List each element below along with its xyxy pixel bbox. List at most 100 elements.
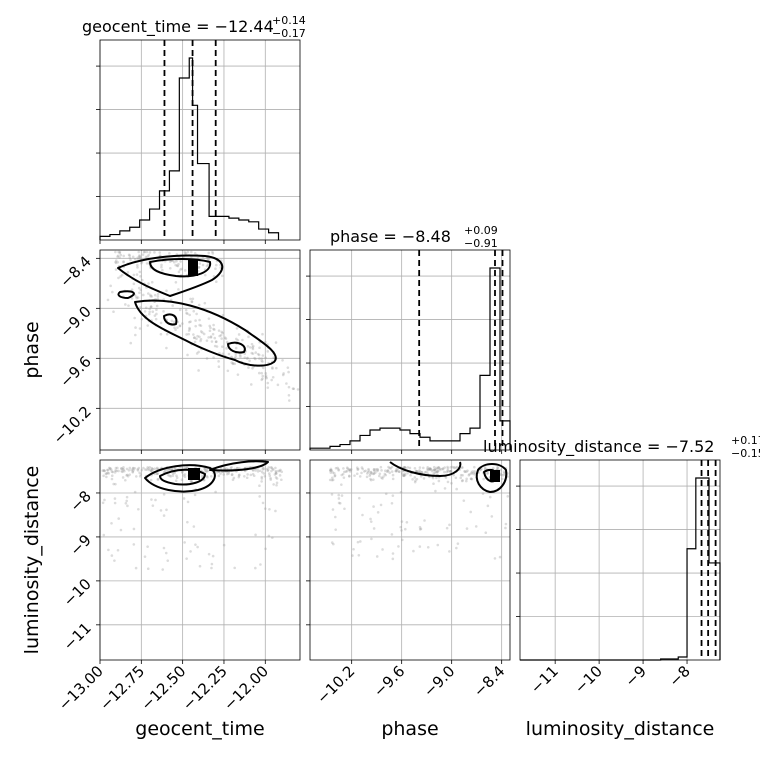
sample-point — [225, 347, 228, 350]
sample-point — [236, 338, 240, 342]
sample-point — [342, 476, 346, 479]
sample-point — [168, 266, 172, 270]
sample-point — [143, 250, 147, 254]
sample-point — [254, 533, 257, 537]
sample-point — [163, 470, 166, 473]
sample-point — [418, 469, 421, 472]
sample-point — [429, 468, 432, 471]
sample-point — [184, 252, 188, 255]
sample-point — [270, 466, 274, 469]
sample-point — [257, 371, 261, 375]
sample-point — [261, 374, 265, 378]
sample-point — [226, 369, 230, 373]
sample-point — [199, 330, 203, 333]
sample-point — [436, 470, 439, 473]
sample-point — [156, 478, 160, 481]
panel-2d-luminosity-distance-vs-geocent-time: −13.00−12.75−12.50−12.25−12.00 −11 −10 −9 −8 — [55, 459, 301, 714]
sample-point — [348, 470, 352, 473]
sample-point — [193, 340, 197, 344]
sample-point — [139, 256, 142, 260]
sample-point — [471, 470, 474, 473]
sample-point — [151, 310, 155, 314]
sample-point — [116, 261, 120, 264]
sample-point — [337, 468, 340, 471]
sample-point — [225, 340, 229, 344]
sample-point — [172, 320, 176, 324]
sample-point — [264, 375, 268, 379]
sample-point — [361, 467, 365, 471]
y-tick-label: −8.4 — [56, 252, 94, 290]
sample-point — [107, 466, 111, 470]
sample-point — [178, 324, 182, 328]
sample-point — [372, 468, 376, 472]
sample-point — [426, 466, 429, 469]
sample-point — [266, 386, 270, 389]
sample-point — [251, 352, 255, 355]
sample-point — [117, 469, 120, 473]
sample-point — [401, 474, 405, 477]
sample-point — [223, 336, 227, 339]
sample-point — [402, 474, 406, 477]
sample-point — [166, 473, 170, 477]
sample-point — [155, 304, 159, 308]
sample-point — [381, 548, 384, 551]
sample-point — [465, 477, 468, 481]
sample-point — [149, 293, 152, 297]
sample-point — [425, 470, 428, 474]
sample-point — [372, 478, 375, 481]
sample-point — [147, 467, 150, 470]
sample-point — [113, 559, 116, 562]
sample-point — [254, 566, 257, 570]
sample-point — [260, 357, 264, 361]
sample-point — [183, 250, 187, 254]
sample-point — [230, 473, 234, 477]
sample-point — [436, 543, 440, 547]
sample-point — [499, 473, 503, 476]
sample-point — [212, 356, 215, 359]
sample-point — [110, 474, 114, 478]
sample-point — [120, 469, 124, 473]
sample-point — [110, 554, 114, 557]
sample-point — [267, 466, 271, 469]
sample-point — [190, 479, 193, 483]
sample-point — [183, 466, 186, 470]
sample-point — [386, 469, 390, 472]
sample-point — [125, 467, 129, 471]
sample-point — [376, 469, 379, 473]
sample-point — [251, 346, 254, 349]
sample-point — [195, 312, 198, 316]
sample-point — [413, 466, 417, 470]
sample-point — [130, 468, 133, 472]
sample-point — [109, 466, 112, 470]
sample-point — [114, 466, 118, 470]
sample-point — [112, 482, 115, 486]
sample-point — [116, 548, 120, 552]
ylabel-luminosity-distance: luminosity_distance — [21, 466, 43, 655]
sample-point — [455, 546, 458, 550]
sample-point — [202, 332, 206, 336]
sample-point — [403, 466, 406, 469]
sample-point — [222, 543, 226, 547]
sample-point — [418, 528, 422, 531]
sample-point — [345, 469, 349, 473]
sample-point — [380, 476, 383, 479]
sample-point — [139, 274, 142, 278]
sample-point — [493, 557, 497, 560]
sample-point — [403, 473, 407, 477]
sample-point — [376, 467, 379, 471]
sample-point — [251, 366, 254, 370]
sample-point — [181, 471, 184, 474]
sample-point — [131, 470, 135, 474]
sample-point — [260, 477, 264, 480]
sample-point — [460, 479, 464, 483]
sample-point — [103, 469, 106, 473]
sample-point — [463, 469, 466, 473]
sample-point — [138, 474, 142, 478]
sample-point — [499, 473, 503, 476]
sample-point — [102, 468, 106, 472]
sample-point — [342, 467, 345, 470]
sample-point — [168, 252, 171, 255]
x-tick-label: −12.50 — [137, 662, 189, 714]
sample-point — [177, 262, 180, 266]
sample-point — [120, 467, 123, 470]
